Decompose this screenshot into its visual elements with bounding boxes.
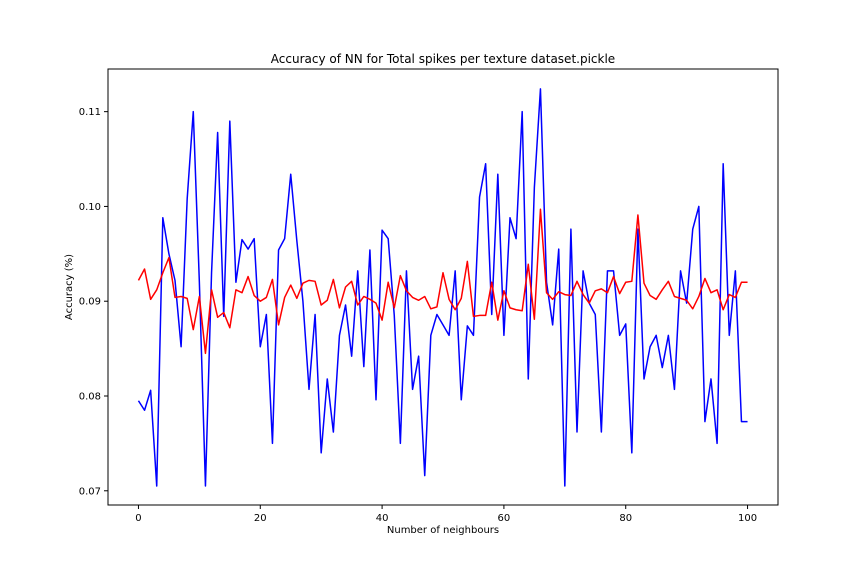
y-tick-label: 0.11 bbox=[79, 107, 101, 118]
series-line-2 bbox=[137, 208, 748, 355]
x-tick-label: 0 bbox=[135, 513, 141, 524]
y-axis-label: Accuracy (%) bbox=[64, 254, 75, 320]
x-tick-label: 40 bbox=[376, 513, 389, 524]
plot-area bbox=[137, 88, 748, 487]
y-tick-label: 0.08 bbox=[79, 392, 101, 403]
x-axis-label: Number of neighbours bbox=[387, 525, 499, 536]
x-tick-label: 80 bbox=[619, 513, 632, 524]
y-tick-label: 0.09 bbox=[79, 297, 101, 308]
y-axis: 0.07 0.08 0.09 0.10 0.11 bbox=[79, 107, 108, 497]
y-tick-label: 0.10 bbox=[79, 202, 101, 213]
x-tick-label: 60 bbox=[498, 513, 511, 524]
x-tick-label: 100 bbox=[738, 513, 757, 524]
x-tick-label: 20 bbox=[254, 513, 267, 524]
x-axis: 0 20 40 60 80 100 bbox=[135, 505, 757, 524]
axes-frame bbox=[107, 68, 779, 506]
y-tick-label: 0.07 bbox=[79, 486, 101, 497]
series-line-1 bbox=[137, 88, 748, 487]
chart-title: Accuracy of NN for Total spikes per text… bbox=[271, 52, 615, 66]
